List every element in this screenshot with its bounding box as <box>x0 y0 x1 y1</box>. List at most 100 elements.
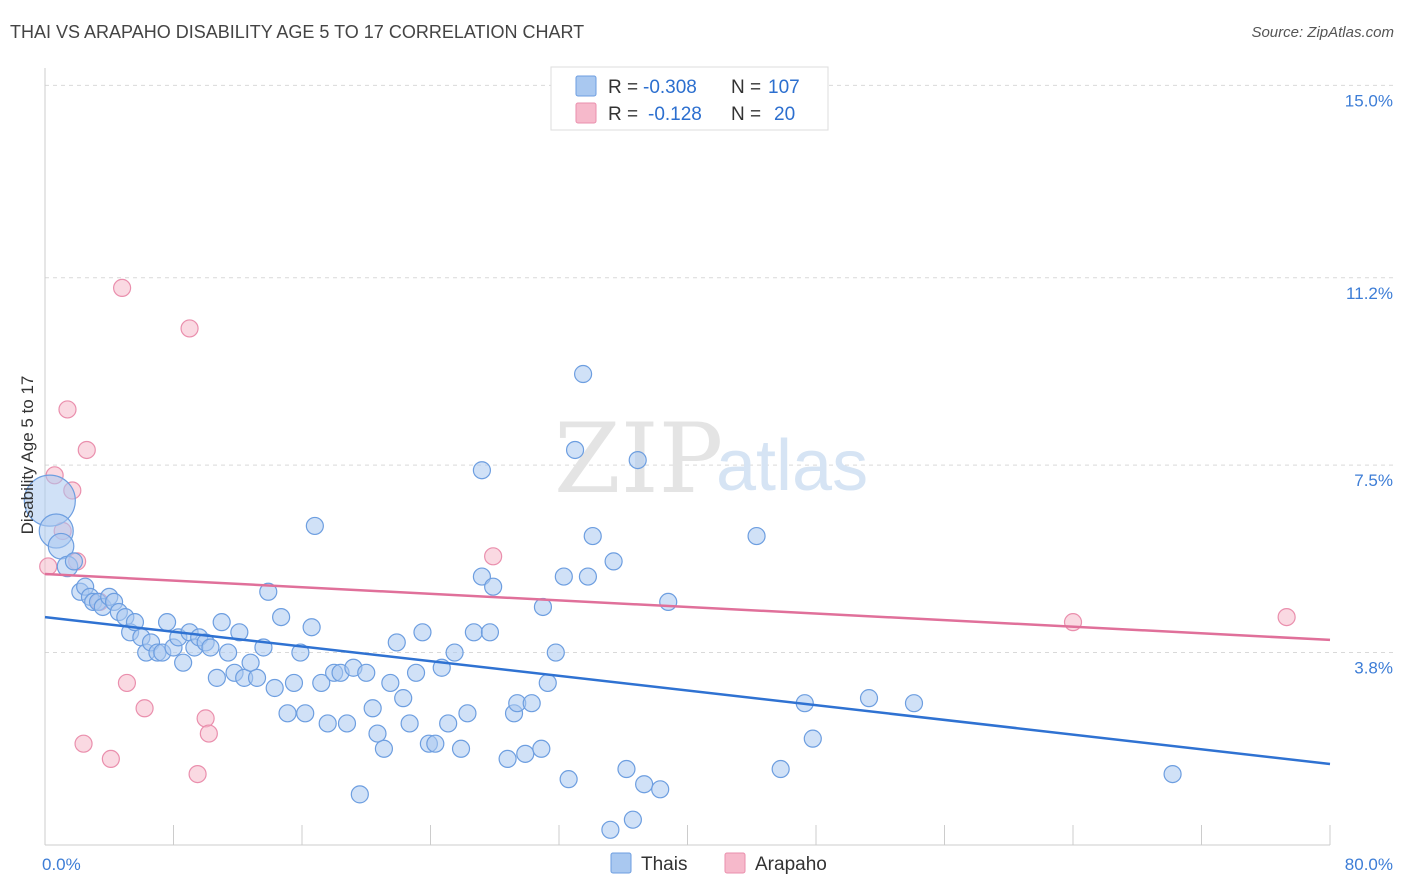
arapaho-point <box>112 278 132 298</box>
thais-point <box>578 567 598 586</box>
thais-point <box>554 567 573 586</box>
thais-point <box>406 663 426 682</box>
thais-point <box>259 582 278 601</box>
arapaho-point <box>188 764 207 784</box>
thais-point <box>498 749 517 769</box>
thais-point <box>623 810 642 829</box>
thais-point <box>451 739 471 758</box>
thais-point <box>532 739 551 758</box>
y-tick-label: 15.0% <box>1345 91 1393 110</box>
thais-point <box>400 714 419 733</box>
legend-swatch-arapaho <box>575 102 597 124</box>
arapaho-point <box>74 734 93 753</box>
legend-r-label-thais: R = <box>608 77 638 98</box>
thais-point <box>312 673 331 693</box>
bottom-legend: Thais Arapaho <box>610 852 827 875</box>
thais-point <box>201 638 220 657</box>
thais-point <box>522 694 541 713</box>
y-tick-label: 3.8% <box>1354 659 1393 678</box>
arapaho-point <box>39 557 58 576</box>
thais-point <box>374 739 394 758</box>
thais-point <box>394 689 413 708</box>
thais-point <box>247 668 267 687</box>
thais-point <box>357 663 376 682</box>
thais-point <box>628 450 647 470</box>
arapaho-point <box>58 400 77 419</box>
top-legend: R = -0.308 N = 107 R = -0.128 N = 20 <box>550 66 829 131</box>
thais-point <box>472 461 491 480</box>
thais-point <box>771 759 790 779</box>
thais-point <box>413 623 432 642</box>
bottom-legend-arapaho: Arapaho <box>755 854 827 875</box>
thais-point <box>516 744 535 763</box>
legend-n-label-thais: N = <box>731 77 761 98</box>
thais-point <box>573 364 593 384</box>
thais-point <box>484 577 503 596</box>
thais-point <box>445 643 464 662</box>
axis-layer <box>44 68 1331 846</box>
thais-point <box>439 714 458 733</box>
thais-point <box>337 714 357 733</box>
legend-r-value-thais: -0.308 <box>643 77 697 98</box>
thais-point <box>617 759 636 779</box>
x-tick-label: 80.0% <box>1345 855 1393 874</box>
thais-point <box>272 607 291 627</box>
thais-trend-line <box>44 615 1331 766</box>
legend-r-label-arapaho: R = <box>608 104 638 125</box>
series-arapaho-points <box>39 278 1296 784</box>
thais-point <box>601 820 620 839</box>
thais-point <box>305 516 324 536</box>
arapaho-point <box>196 709 215 728</box>
thais-point <box>426 734 445 753</box>
watermark-atlas: atlas <box>716 426 868 506</box>
thais-point <box>207 668 226 687</box>
thais-point <box>651 780 670 799</box>
thais-point <box>583 526 602 546</box>
legend-n-label-arapaho: N = <box>731 104 761 125</box>
arapaho-point <box>484 547 503 566</box>
thais-point <box>546 643 565 662</box>
thais-point <box>278 704 297 723</box>
watermark: ZIP atlas <box>554 403 868 515</box>
thais-point <box>241 653 260 672</box>
thais-point <box>381 673 400 693</box>
trend-layer <box>44 572 1331 766</box>
thais-point <box>387 633 406 652</box>
thais-point <box>904 694 924 713</box>
legend-n-value-thais: 107 <box>768 77 800 98</box>
legend-swatch-thais <box>575 75 597 97</box>
thais-point <box>464 623 483 642</box>
arapaho-point <box>1277 607 1296 627</box>
bottom-legend-swatch-thais <box>610 852 632 874</box>
thais-point <box>480 623 500 642</box>
thais-point <box>219 643 238 662</box>
thais-point <box>284 673 304 693</box>
thais-point <box>458 704 477 723</box>
y-tick-label: 11.2% <box>1346 284 1393 303</box>
legend-r-value-arapaho: -0.128 <box>648 104 702 125</box>
thais-point <box>472 567 491 586</box>
thais-point <box>64 552 84 571</box>
thais-point <box>318 714 337 733</box>
x-tick-label: 0.0% <box>42 855 81 874</box>
thais-point <box>350 785 369 804</box>
thais-point <box>363 699 382 718</box>
thais-point <box>1163 764 1182 784</box>
thais-point <box>538 673 557 693</box>
thais-point <box>559 770 578 789</box>
bottom-legend-swatch-arapaho <box>724 852 746 874</box>
thais-point <box>296 704 315 723</box>
thais-point <box>635 775 654 794</box>
arapaho-trend-line <box>44 572 1331 642</box>
thais-point <box>291 643 310 662</box>
thais-point <box>604 552 623 571</box>
source-credit: Source: ZipAtlas.com <box>1251 24 1394 41</box>
legend-box <box>550 66 829 131</box>
bottom-legend-thais: Thais <box>641 854 687 875</box>
thais-point <box>157 613 177 632</box>
thais-point <box>565 440 585 460</box>
y-axis-label: Disability Age 5 to 17 <box>18 376 37 535</box>
chart-title: THAI VS ARAPAHO DISABILITY AGE 5 TO 17 C… <box>10 22 585 42</box>
thais-point <box>659 592 678 612</box>
